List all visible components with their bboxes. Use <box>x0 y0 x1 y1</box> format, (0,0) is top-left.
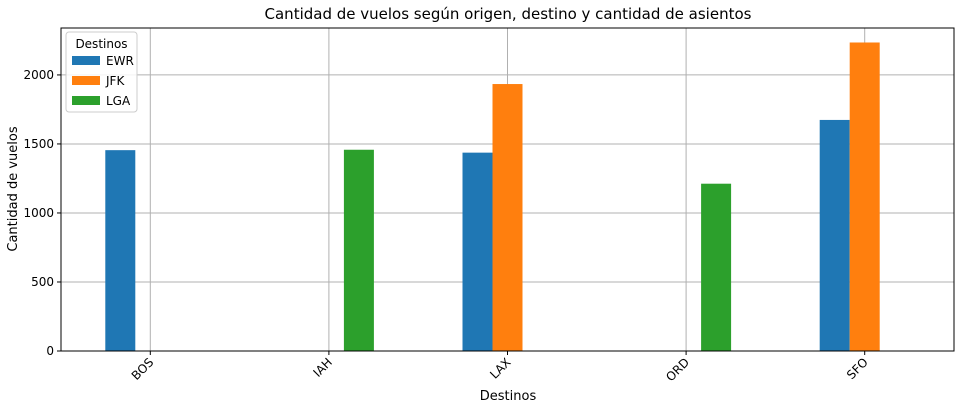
legend-label-lga: LGA <box>106 94 131 108</box>
x-tick-label: IAH <box>310 355 335 380</box>
legend-title: Destinos <box>75 37 127 51</box>
bar-jfk-sfo <box>849 42 880 351</box>
y-tick-label: 1500 <box>23 137 54 151</box>
legend-swatch-ewr <box>72 56 100 65</box>
x-tick-label: LAX <box>487 355 513 381</box>
bar-ewr-lax <box>462 152 493 351</box>
x-tick-label: SFO <box>844 355 871 382</box>
bar-ewr-bos <box>105 150 136 351</box>
bar-lga-ord <box>701 183 732 351</box>
x-axis-label: Destinos <box>480 389 537 404</box>
bar-jfk-lax <box>492 84 523 352</box>
bar-lga-iah <box>343 149 374 351</box>
y-axis-label: Cantidad de vuelos <box>6 126 21 251</box>
y-tick-label: 0 <box>46 344 54 358</box>
legend: Destinos EWR JFK LGA <box>65 31 138 113</box>
legend-swatch-jfk <box>72 76 100 85</box>
legend-box <box>65 31 138 113</box>
legend-label-ewr: EWR <box>106 54 134 68</box>
bar-ewr-sfo <box>819 119 850 351</box>
x-tick-label: BOS <box>129 355 157 383</box>
legend-swatch-lga <box>72 96 100 105</box>
y-tick-label: 500 <box>31 275 54 289</box>
y-tick-label: 1000 <box>23 206 54 220</box>
x-tick-label: ORD <box>663 355 692 384</box>
bars-layer <box>105 42 880 352</box>
y-tick-label: 2000 <box>23 68 54 82</box>
chart-title: Cantidad de vuelos según origen, destino… <box>265 5 752 23</box>
legend-label-jfk: JFK <box>105 74 125 88</box>
